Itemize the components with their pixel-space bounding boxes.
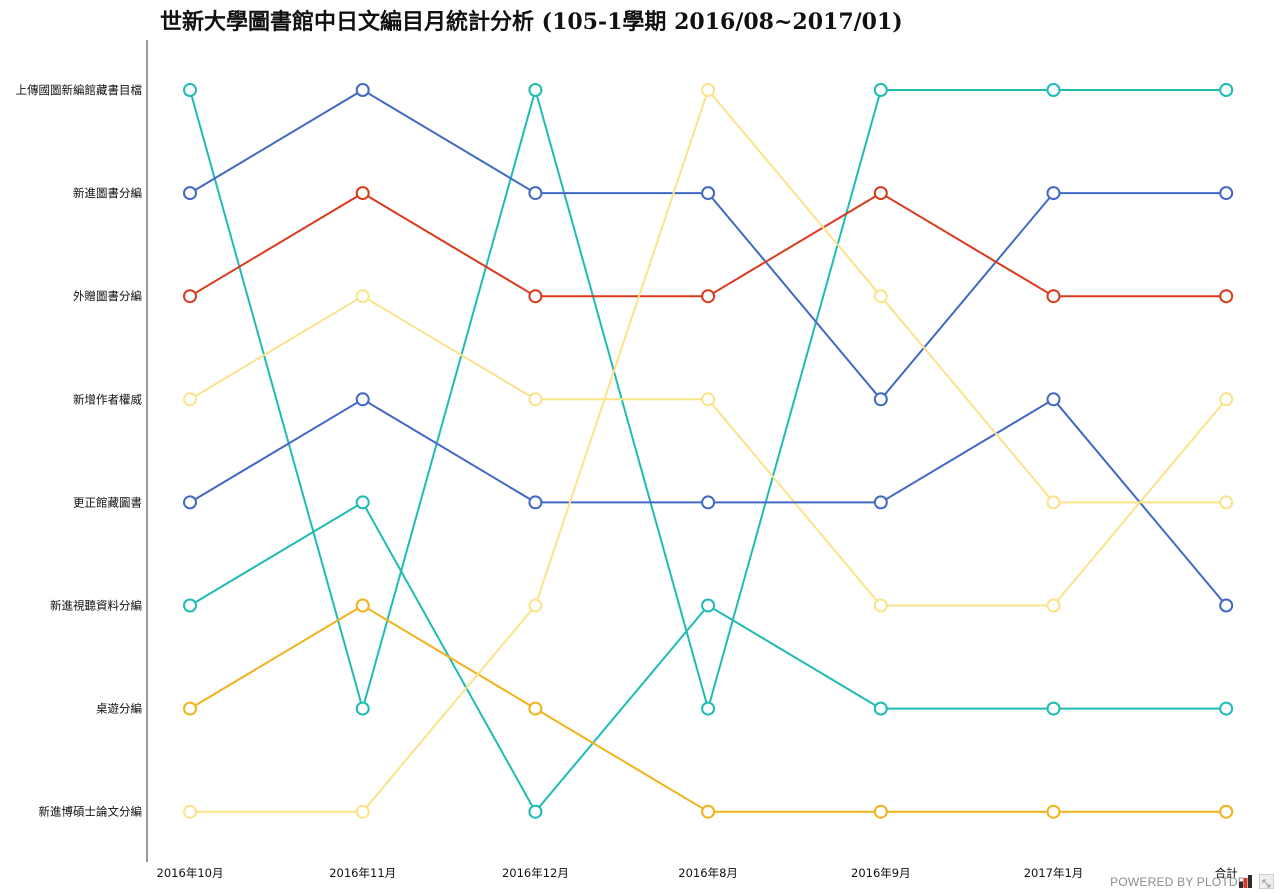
x-tick-label: 合計 [1215,866,1238,880]
data-point[interactable] [183,83,197,97]
series-points [183,83,1234,819]
y-tick-label: 新進視聽資料分編 [50,599,142,613]
data-point[interactable] [701,83,716,97]
data-point[interactable] [355,598,370,613]
data-point[interactable] [1046,701,1061,716]
series-line [189,89,1227,401]
series-line [189,295,1227,607]
data-point[interactable] [528,804,543,819]
data-point[interactable] [183,186,197,201]
y-tick-label: 桌遊分編 [96,702,142,716]
x-tick-label: 2016年10月 [157,866,224,880]
data-point[interactable] [355,392,370,407]
data-point[interactable] [701,804,716,819]
data-point[interactable] [1219,598,1234,613]
data-point[interactable] [1046,495,1061,510]
data-point[interactable] [701,495,716,510]
data-point[interactable] [873,392,888,407]
data-point[interactable] [355,804,370,819]
data-point[interactable] [528,598,543,613]
data-point[interactable] [1219,392,1234,407]
y-tick-label: 新進圖書分編 [73,186,142,200]
data-point[interactable] [873,186,888,201]
x-tick-label: 2016年11月 [329,866,396,880]
y-tick-label: 外贈圖書分編 [73,289,142,303]
data-point[interactable] [1219,495,1234,510]
data-point[interactable] [528,186,543,201]
y-axis-labels: 上傳國圖新編館藏書目檔新進圖書分編外贈圖書分編新增作者權威更正館藏圖書新進視聽資… [16,83,143,819]
x-tick-label: 2016年9月 [851,866,911,880]
data-point[interactable] [873,598,888,613]
chart-title: 世新大學圖書館中日文編目月統計分析 (105-1學期 2016/08~2017/… [160,9,903,35]
data-point[interactable] [355,186,370,201]
plotdb-logo-icon [1239,875,1252,888]
data-point[interactable] [1219,83,1234,97]
data-point[interactable] [873,804,888,819]
x-tick-label: 2017年1月 [1024,866,1084,880]
series-line [189,501,1227,813]
data-point[interactable] [1219,289,1234,304]
data-point[interactable] [1219,701,1234,716]
x-axis-labels: 2016年10月 2016年11月 2016年12月 2016年8月 2016年9月 20… [157,866,1238,880]
data-point[interactable] [528,701,543,716]
data-point[interactable] [1046,598,1061,613]
x-tick-label: 2016年8月 [678,866,738,880]
data-point[interactable] [701,701,716,716]
data-point[interactable] [701,289,716,304]
data-point[interactable] [701,392,716,407]
data-point[interactable] [528,495,543,510]
data-point[interactable] [1219,804,1234,819]
data-point[interactable] [183,392,197,407]
y-tick-label: 新增作者權威 [73,392,142,406]
resize-icon[interactable] [1259,874,1274,889]
data-point[interactable] [183,495,197,510]
data-point[interactable] [1046,392,1061,407]
data-point[interactable] [355,495,370,510]
data-point[interactable] [528,83,543,97]
data-point[interactable] [1219,186,1234,201]
data-point[interactable] [355,701,370,716]
data-point[interactable] [873,83,888,97]
data-point[interactable] [873,289,888,304]
data-point[interactable] [1046,804,1061,819]
y-tick-label: 新進博碩士論文分編 [39,805,143,819]
data-point[interactable] [873,701,888,716]
data-point[interactable] [355,83,370,97]
data-point[interactable] [183,289,197,304]
data-point[interactable] [183,804,197,819]
data-point[interactable] [1046,83,1061,97]
data-point[interactable] [701,186,716,201]
data-point[interactable] [528,289,543,304]
data-point[interactable] [355,289,370,304]
data-point[interactable] [183,598,197,613]
data-point[interactable] [183,701,197,716]
series-line [189,192,1227,298]
data-point[interactable] [528,392,543,407]
data-point[interactable] [873,495,888,510]
data-point[interactable] [1046,186,1061,201]
data-point[interactable] [1046,289,1061,304]
y-tick-label: 更正館藏圖書 [73,495,142,509]
data-point[interactable] [701,598,716,613]
x-tick-label: 2016年12月 [502,866,569,880]
powered-by-label[interactable]: POWERED BY PLOTDB [1110,875,1246,889]
y-tick-label: 上傳國圖新編館藏書目檔 [16,83,143,97]
